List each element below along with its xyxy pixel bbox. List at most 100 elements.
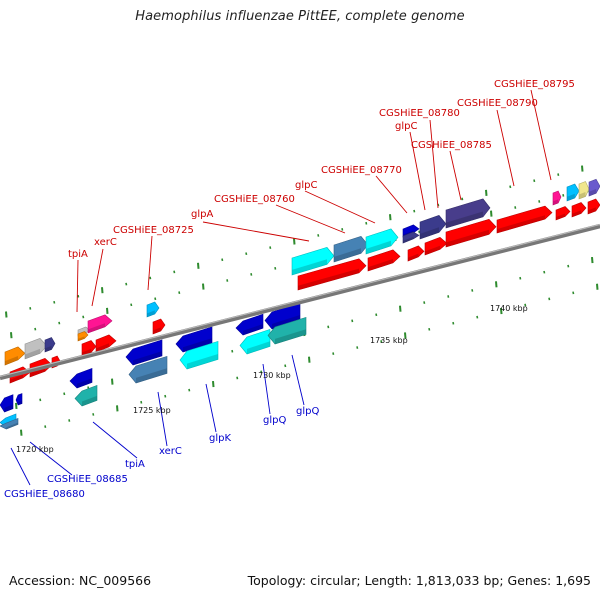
callout-line [147,235,153,291]
tick-mark [500,307,503,315]
gene-arrow-shade [588,207,596,214]
callout-line [496,109,515,187]
tick-mark [106,307,109,314]
gene-arrow-shade [187,354,218,369]
tick-mark [164,394,167,398]
forward-gene-label: CGSHiEE_08780 [379,108,460,119]
gene-arrow-shade [334,248,361,262]
tick-mark [548,297,551,301]
tick-mark [231,349,234,353]
gene-arrow-shade [275,329,306,344]
callout-line [262,363,271,415]
tick-mark [212,380,215,388]
tick-mark [15,402,18,410]
gene-arrow-shade [403,236,414,243]
tick-mark [236,376,239,380]
gene-arrow-shade [4,404,13,412]
reverse-gene-label: glpK [209,433,231,444]
gene-arrow-shade [25,348,40,359]
tick-mark [476,315,479,319]
tick-mark [202,283,205,290]
forward-gene-label: tpiA [68,249,88,260]
gene-arrow-shade [298,268,359,290]
gene-arrow [128,355,168,384]
tick-mark [327,325,330,329]
callout-line [10,447,31,486]
tick-mark [197,262,200,269]
callout-line [449,150,462,201]
tick-mark [63,392,66,396]
tick-mark [111,378,114,385]
tick-mark [39,398,42,402]
gene-arrow-shade [136,368,167,383]
reverse-gene-label: CGSHiEE_08680 [4,489,85,500]
tick-mark [413,209,416,213]
tick-mark [495,281,498,288]
tick-mark [68,419,71,422]
callout-line [91,248,104,307]
gene-arrow-shade [78,336,85,341]
tick-mark [245,252,248,256]
reverse-gene-label: glpQ [263,415,286,426]
tick-mark [178,291,181,295]
tick-mark [389,214,392,221]
gene-arrow-shade [572,210,582,217]
accession-text: Accession: NC_009566 [9,573,152,588]
tick-mark [572,291,575,295]
gene-arrow [175,326,213,353]
tick-mark [485,189,488,196]
genome-backbone [0,223,600,381]
gene-arrow [125,339,163,366]
tick-mark [557,173,560,177]
tick-mark [221,258,224,262]
tick-mark [524,303,527,307]
gene-arrow-shade [96,343,109,352]
gene-arrow-shade [88,323,105,333]
callout-line [375,175,408,214]
gene-arrow-shade [497,215,545,233]
callout-line [429,119,439,209]
gene-arrow-shade [368,259,393,271]
tick-mark [173,270,176,274]
forward-gene-label: CGSHiEE_08725 [113,225,194,236]
forward-gene-label: CGSHiEE_08795 [494,79,575,90]
gene-arrow-shade [553,199,559,205]
tick-mark [543,270,546,274]
tick-mark [509,185,512,189]
tick-mark [365,221,368,225]
tick-mark [452,321,455,325]
gene-arrow-shade [5,356,18,365]
tick-mark [130,303,133,307]
gene-arrow-shade [556,213,566,220]
gene-arrow-shade [147,310,155,317]
gene-arrow-shade [45,345,52,352]
genome-title: Haemophilus influenzae PittEE, complete … [135,9,465,24]
tick-mark [356,346,359,349]
tick-mark [538,200,541,203]
topology-text: Topology: circular; Length: 1,813,033 bp… [247,573,591,588]
callout-line [202,221,310,242]
tick-mark [82,315,85,319]
tick-mark [34,327,37,331]
gene-arrow-shade [18,400,22,405]
tick-mark [351,319,354,323]
tick-mark [10,332,13,339]
tick-mark [567,264,570,268]
gene-arrow [267,316,307,345]
tick-mark [44,425,47,428]
tick-mark [591,256,594,264]
tick-mark [58,321,61,325]
tick-mark [260,370,263,374]
label-callouts: tpiAxerCCGSHiEE_08725glpACGSHiEE_08760gl… [4,79,575,500]
tick-mark [92,413,95,416]
gene-arrow-shade [82,395,97,406]
tick-mark [375,313,378,317]
gene-arrow-shade [420,227,439,239]
scale-label: 1725 kbp [133,406,171,415]
tick-mark [341,227,344,231]
callout-line [530,89,552,181]
callout-line [409,131,426,211]
callout-line [275,204,346,234]
tick-mark [514,206,517,209]
tick-mark [596,283,599,290]
